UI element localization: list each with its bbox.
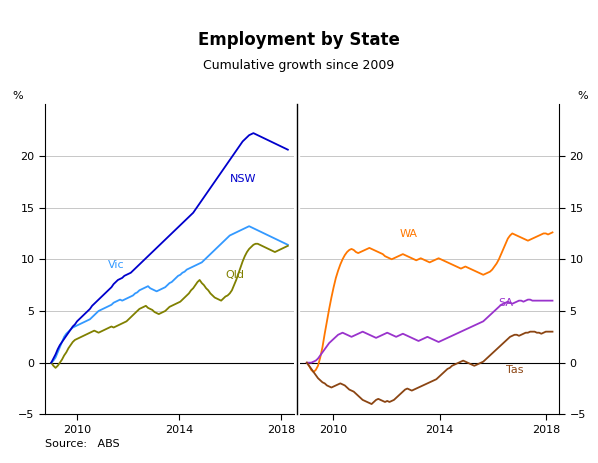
Text: Source:   ABS: Source: ABS	[45, 439, 120, 449]
Text: Vic: Vic	[108, 260, 124, 269]
Text: NSW: NSW	[230, 174, 257, 184]
Text: Employment by State: Employment by State	[198, 31, 400, 49]
Text: Qld: Qld	[225, 270, 244, 280]
Text: WA: WA	[400, 229, 418, 238]
Text: Cumulative growth since 2009: Cumulative growth since 2009	[203, 59, 395, 72]
Text: Tas: Tas	[506, 365, 523, 375]
Text: %: %	[577, 91, 588, 101]
Text: %: %	[13, 91, 23, 101]
Text: SA: SA	[498, 298, 513, 308]
